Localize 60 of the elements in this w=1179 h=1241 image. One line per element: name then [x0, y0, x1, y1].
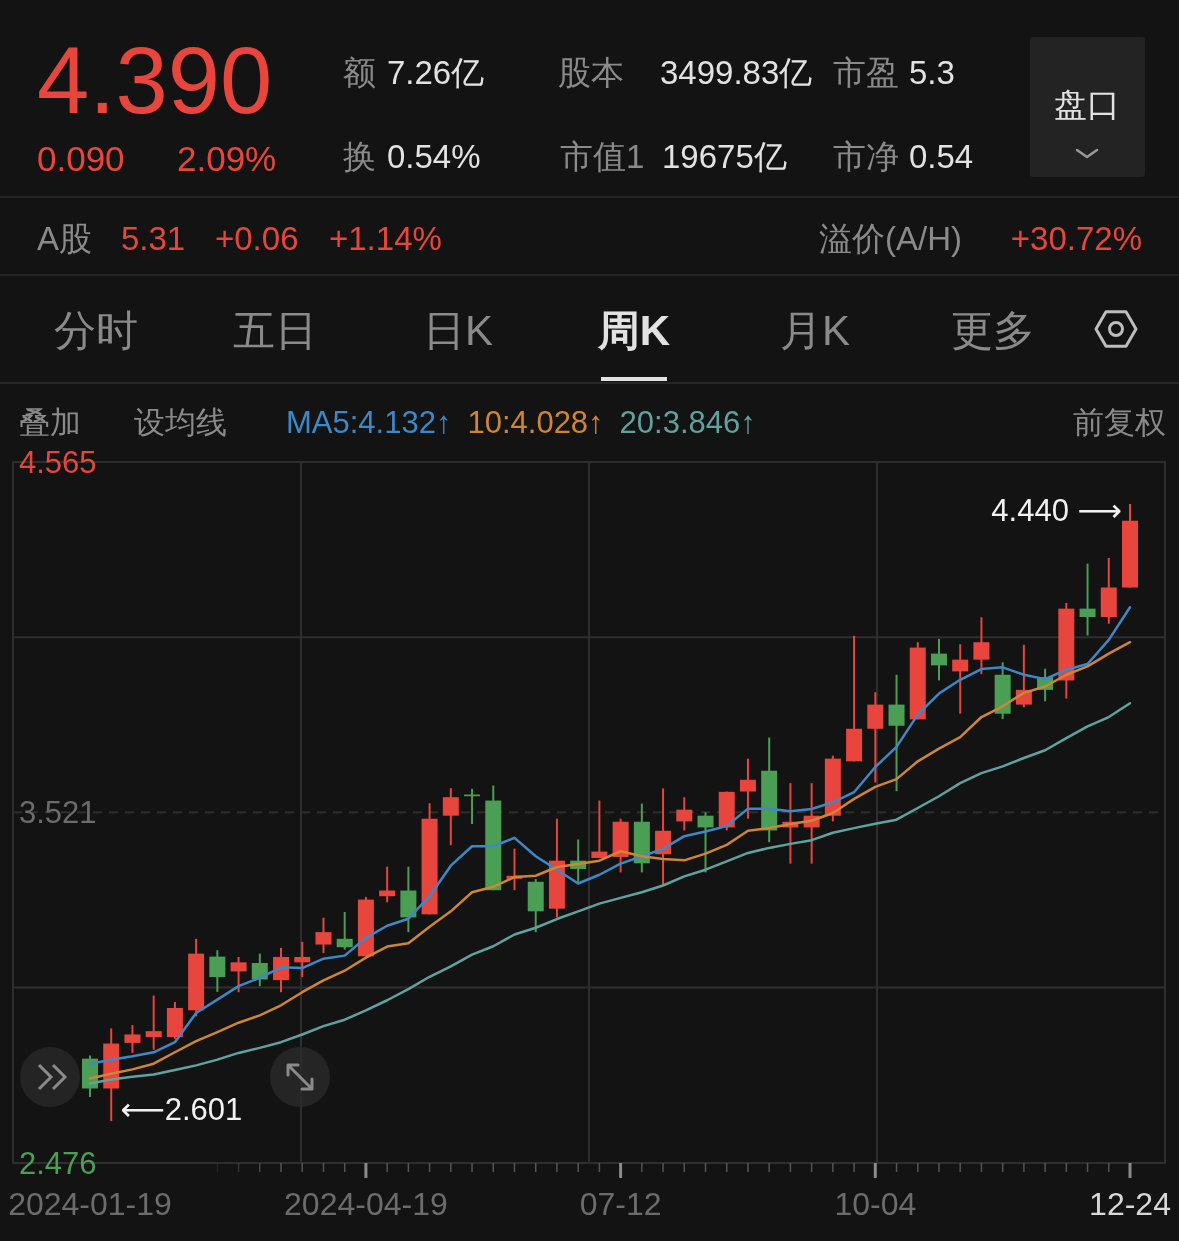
candlestick — [930, 637, 947, 682]
text: 市值1 — [560, 138, 645, 175]
text: +30.72% — [1010, 220, 1142, 257]
candlestick — [739, 757, 756, 820]
text: MA5:4.132↑ — [286, 405, 452, 440]
text: 盘口 — [1054, 86, 1120, 123]
text: 溢价(A/H) — [819, 220, 962, 257]
x-tick-label: 2024-01-19 — [8, 1186, 172, 1222]
text: 7.26亿 — [387, 54, 485, 91]
candlestick — [697, 811, 714, 874]
text: 19675亿 — [662, 138, 787, 175]
text: 5.31 — [121, 220, 186, 257]
text: 设均线 — [134, 405, 227, 440]
text: 3499.83亿 — [660, 54, 813, 91]
candlestick — [124, 1024, 141, 1054]
candlestick — [1079, 562, 1096, 637]
annotation: 4.440 ⟶ — [991, 492, 1122, 528]
text: 月K — [779, 307, 851, 354]
text: 前复权 — [1073, 405, 1166, 440]
text: 分时 — [54, 307, 138, 354]
y-tick-label: 3.521 — [19, 794, 97, 830]
text: 日K — [422, 307, 494, 354]
x-tick-label: 07-12 — [579, 1186, 662, 1222]
candlestick — [145, 994, 162, 1051]
text: A股 — [37, 220, 93, 257]
text: 0.54 — [909, 138, 974, 175]
candlestick — [676, 796, 693, 832]
text: 市净 — [833, 138, 899, 175]
text: 额 — [343, 54, 376, 91]
text: 5.3 — [909, 54, 955, 91]
text: +0.06 — [215, 220, 299, 257]
y-tick-label: 4.565 — [19, 444, 97, 480]
candlestick — [294, 940, 311, 979]
text: +1.14% — [329, 220, 442, 257]
text: 0.54% — [387, 138, 481, 175]
text: 4.390 — [37, 28, 273, 133]
x-tick-label: 10-04 — [834, 1186, 917, 1222]
text: 20:3.846↑ — [619, 405, 756, 440]
text: 2.09% — [177, 139, 277, 178]
x-tick-label: 12-24 — [1089, 1186, 1171, 1222]
candlestick — [952, 643, 969, 715]
text: 10:4.028↑ — [467, 405, 604, 440]
text: 0.090 — [37, 139, 125, 178]
candlestick — [336, 911, 353, 951]
y-tick-label: 2.476 — [19, 1145, 97, 1181]
text: 更多 — [951, 307, 1035, 354]
text: 周K — [596, 307, 671, 354]
candlestick — [442, 787, 459, 847]
x-tick-label: 2024-04-19 — [284, 1186, 448, 1222]
candlestick — [888, 673, 905, 793]
candlestick — [209, 949, 226, 993]
text: 叠加 — [19, 405, 81, 440]
text: 市盈 — [833, 54, 899, 91]
text: 五日 — [233, 307, 317, 354]
text: 换 — [343, 138, 376, 175]
candlestick — [230, 955, 247, 994]
candlestick — [973, 616, 990, 676]
text: 股本 — [558, 54, 624, 91]
annotation: ⟵2.601 — [120, 1092, 243, 1128]
candlestick — [315, 916, 332, 954]
